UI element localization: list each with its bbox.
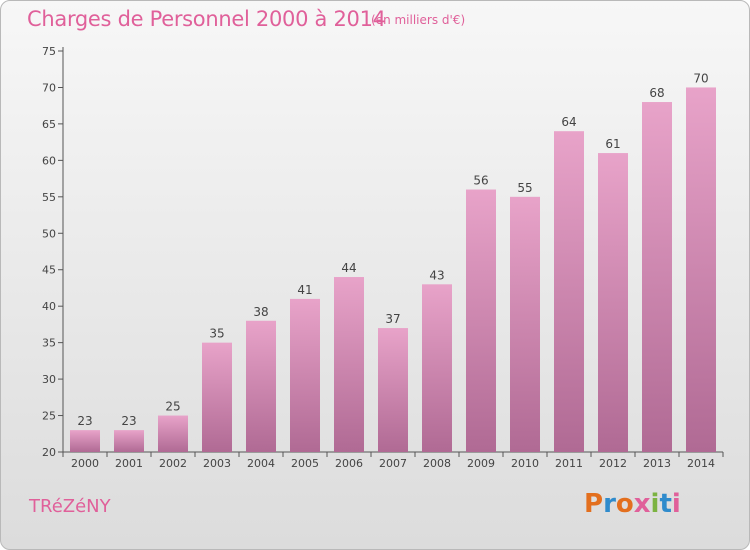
bar [554, 131, 584, 452]
y-tick-label: 55 [42, 191, 56, 204]
bar [422, 284, 452, 452]
x-tick-label: 2007 [379, 457, 407, 470]
data-label: 61 [605, 137, 620, 151]
data-label: 55 [517, 181, 532, 195]
bar [114, 430, 144, 452]
x-tick-label: 2003 [203, 457, 231, 470]
y-tick-label: 30 [42, 373, 56, 386]
bar [598, 153, 628, 452]
x-tick-label: 2008 [423, 457, 451, 470]
x-tick-label: 2000 [71, 457, 99, 470]
y-tick-label: 35 [42, 337, 56, 350]
data-label: 43 [429, 268, 444, 282]
y-tick-label: 65 [42, 118, 56, 131]
data-label: 68 [649, 86, 664, 100]
logo-letter: i [671, 489, 681, 519]
bar [334, 277, 364, 452]
x-tick-label: 2009 [467, 457, 495, 470]
logo-letter: o [615, 489, 634, 519]
x-tick-label: 2001 [115, 457, 143, 470]
logo-letter: r [603, 489, 616, 519]
y-tick-label: 20 [42, 446, 56, 459]
bar [70, 430, 100, 452]
x-tick-label: 2014 [687, 457, 715, 470]
data-label: 41 [297, 283, 312, 297]
x-tick-label: 2010 [511, 457, 539, 470]
data-label: 44 [341, 261, 356, 275]
data-label: 56 [473, 174, 488, 188]
bar [290, 298, 320, 452]
bar [246, 320, 276, 452]
data-label: 25 [165, 400, 180, 414]
bar [378, 328, 408, 452]
x-tick-label: 2011 [555, 457, 583, 470]
bar [686, 87, 716, 453]
data-label: 38 [253, 305, 268, 319]
y-tick-label: 75 [42, 45, 56, 58]
x-tick-label: 2006 [335, 457, 363, 470]
x-tick-label: 2002 [159, 457, 187, 470]
y-tick-label: 45 [42, 264, 56, 277]
logo-letter: x [633, 489, 651, 519]
bar [202, 342, 232, 452]
bar [510, 196, 540, 452]
x-tick-label: 2013 [643, 457, 671, 470]
data-label: 23 [77, 414, 92, 428]
y-tick-label: 40 [42, 300, 56, 313]
bar [158, 415, 188, 452]
x-tick-label: 2005 [291, 457, 319, 470]
x-tick-label: 2012 [599, 457, 627, 470]
logo-letter: t [659, 489, 672, 519]
y-tick-label: 25 [42, 410, 56, 423]
chart-title: Charges de Personnel 2000 à 2014 [27, 7, 386, 31]
data-label: 37 [385, 312, 400, 326]
x-tick-label: 2004 [247, 457, 275, 470]
town-name: TRéZéNY [29, 496, 111, 517]
y-tick-label: 70 [42, 81, 56, 94]
proxiti-logo[interactable]: Proxiti [584, 489, 681, 519]
bars [70, 87, 716, 453]
chart-subtitle: (en milliers d'€) [371, 13, 466, 27]
axes: 20 25 30 35 40 45 50 55 60 65 70 75 2000 2001 2002 2003… [42, 45, 724, 470]
data-label: 35 [209, 327, 224, 341]
data-label: 64 [561, 115, 576, 129]
data-label: 23 [121, 414, 136, 428]
logo-letter: P [584, 489, 604, 519]
y-tick-label: 50 [42, 227, 56, 240]
bar [642, 102, 672, 452]
data-labels: 23 23 25 35 38 41 44 37 43 56 55 64 61 68 70 [77, 71, 708, 428]
bar [466, 189, 496, 452]
y-tick-label: 60 [42, 154, 56, 167]
logo-letter: i [650, 489, 660, 519]
data-label: 70 [693, 71, 708, 85]
